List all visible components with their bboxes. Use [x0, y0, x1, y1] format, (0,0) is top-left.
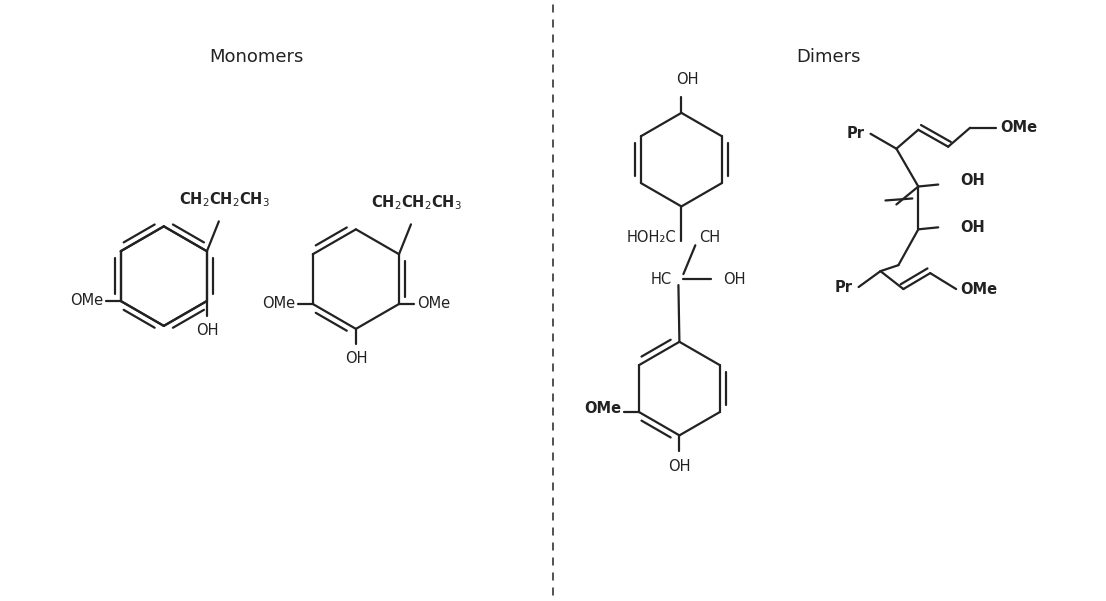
Text: CH: CH — [699, 230, 720, 245]
Text: Pr: Pr — [846, 126, 865, 141]
Text: OMe: OMe — [262, 296, 295, 311]
Text: OH: OH — [345, 351, 367, 366]
Text: OMe: OMe — [584, 400, 620, 415]
Text: HC: HC — [650, 272, 671, 287]
Text: OH: OH — [196, 323, 218, 338]
Text: OMe: OMe — [960, 281, 998, 296]
Text: Dimers: Dimers — [796, 48, 860, 66]
Text: OH: OH — [676, 72, 699, 87]
Text: OMe: OMe — [417, 296, 450, 311]
Text: OH: OH — [960, 220, 984, 235]
Text: OH: OH — [960, 173, 984, 188]
Text: CH$_2$CH$_2$CH$_3$: CH$_2$CH$_2$CH$_3$ — [179, 191, 270, 209]
Text: Pr: Pr — [835, 279, 853, 294]
Text: OMe: OMe — [70, 293, 103, 308]
Text: OMe: OMe — [1000, 120, 1037, 135]
Text: OH: OH — [723, 272, 745, 287]
Text: OH: OH — [668, 459, 690, 474]
Text: Monomers: Monomers — [209, 48, 303, 66]
Text: HOH₂C: HOH₂C — [627, 230, 677, 245]
Text: CH$_2$CH$_2$CH$_3$: CH$_2$CH$_2$CH$_3$ — [372, 194, 462, 212]
